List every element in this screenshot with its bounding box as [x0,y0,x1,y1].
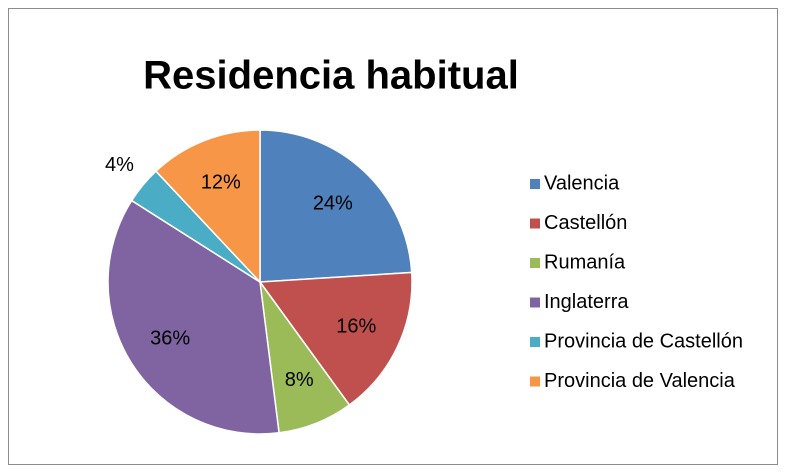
data-label: 24% [313,193,353,215]
pie-slice [107,199,280,435]
pie-slice [258,271,413,407]
legend-swatch [530,297,540,308]
data-label: 8% [285,369,314,391]
legend-swatch [530,179,540,189]
legend-swatch [530,258,540,268]
legend-label: Castellón [544,212,627,234]
legend-label: Provincia de Castellón [544,330,743,352]
legend-swatch [530,337,540,347]
legend-label: Rumanía [544,251,626,273]
chart-title: Residencia habitual [143,54,519,98]
legend-swatch [530,376,540,387]
data-label: 4% [105,154,134,176]
data-label: 16% [336,316,376,338]
legend-label: Inglaterra [544,291,629,313]
data-label: 12% [201,171,241,193]
legend-label: Valencia [544,172,620,194]
pie-slice [259,129,413,283]
data-label: 36% [150,327,190,349]
pie-slice [154,129,261,284]
legend-swatch [530,218,540,229]
legend-label: Provincia de Valencia [544,370,736,392]
